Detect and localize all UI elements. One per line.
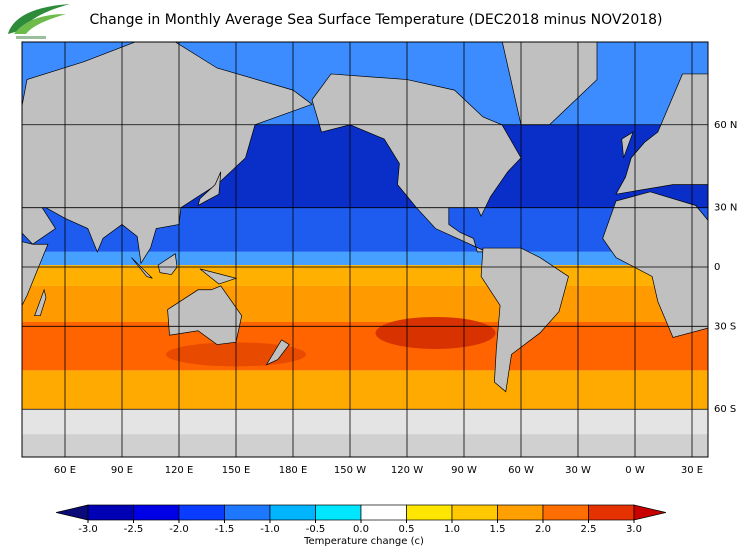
colorbar-tick-label: -2.0 [169, 524, 189, 535]
land [615, 73, 708, 195]
ocean-band [22, 322, 708, 371]
colorbar-arrow [56, 504, 89, 521]
lon-label: 30 W [565, 465, 591, 476]
colorbar-tick-label: -1.5 [215, 524, 235, 535]
lon-label: 120 E [165, 465, 194, 476]
colorbar-segment [588, 504, 635, 521]
colorbar-segment [451, 504, 498, 521]
lon-label: 120 W [391, 465, 423, 476]
lat-label: 30 N [714, 203, 737, 214]
colorbar-tick-label: 2.0 [535, 524, 551, 535]
lat-label: 30 S [714, 321, 736, 332]
colorbar-tick-label: -3.0 [78, 524, 98, 535]
colorbar-tick-label: 1.0 [444, 524, 460, 535]
lon-label: 30 E [681, 465, 703, 476]
colorbar-tick-label: 0.0 [353, 524, 369, 535]
lat-label: 60 S [714, 404, 736, 415]
colorbar-segment [269, 504, 316, 521]
colorbar-tick-label: 0.5 [399, 524, 415, 535]
ocean-band [22, 285, 708, 323]
colorbar-segment [133, 504, 180, 521]
colorbar-segment [497, 504, 544, 521]
colorbar-tick-label: -0.5 [306, 524, 326, 535]
lon-label: 180 E [279, 465, 308, 476]
colorbar-tick-label: 1.5 [490, 524, 506, 535]
land [22, 241, 49, 307]
map [22, 42, 708, 457]
land [34, 288, 47, 317]
colorbar-tick-label: 2.5 [581, 524, 597, 535]
land [167, 285, 243, 345]
colorbar-segment [360, 504, 407, 521]
logo [8, 4, 70, 39]
land [265, 339, 290, 366]
map-frame [21, 41, 709, 458]
colorbar-segment [542, 504, 589, 521]
colorbar-tick-label: 3.0 [626, 524, 642, 535]
colorbar-segment [406, 504, 453, 521]
lat-label: 0 [714, 262, 720, 273]
land [621, 131, 634, 158]
lon-label: 150 W [334, 465, 366, 476]
colorbar-segment [178, 504, 225, 521]
lon-label: 90 W [451, 465, 477, 476]
colorbar-segment [315, 504, 362, 521]
colorbar-segment [87, 504, 134, 521]
colorbar-segment [224, 504, 271, 521]
ocean-band [22, 251, 708, 266]
title: Change in Monthly Average Sea Surface Te… [89, 12, 662, 28]
lon-label: 0 W [625, 465, 645, 476]
land [480, 247, 569, 393]
lon-label: 150 E [222, 465, 251, 476]
land [199, 268, 238, 285]
colorbar-tick-label: -2.5 [124, 524, 144, 535]
land [157, 253, 178, 275]
colorbar-label: Temperature change (c) [303, 536, 424, 547]
lat-label: 60 N [714, 120, 737, 131]
colorbar: -3.0 -2.5 -2.0 -1.5 -1.0 -0.5 0.0 0.5 1.0 1.5 2.0 2… [56, 504, 666, 535]
lon-label: 90 E [111, 465, 133, 476]
land [602, 191, 708, 338]
colorbar-tick-label: -1.0 [260, 524, 280, 535]
warm-anomaly [375, 316, 496, 349]
lon-label: 60 W [508, 465, 534, 476]
ice [22, 434, 708, 457]
colorbar-arrow [633, 504, 666, 521]
ocean-band [22, 265, 708, 286]
ocean-band [22, 370, 708, 410]
land [197, 171, 222, 207]
lon-label: 60 E [54, 465, 76, 476]
